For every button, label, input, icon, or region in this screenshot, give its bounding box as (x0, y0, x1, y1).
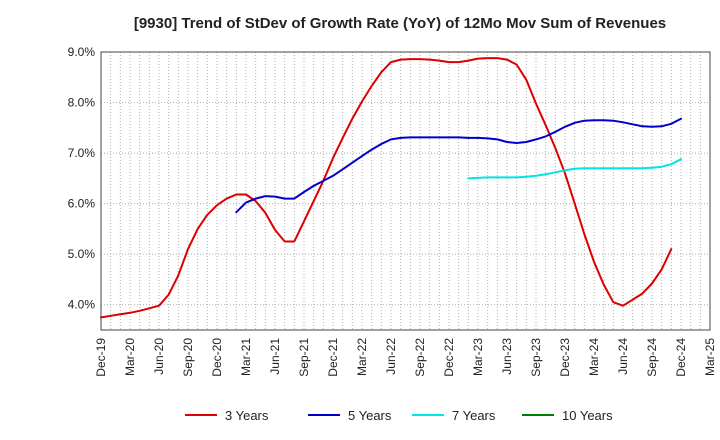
legend-5-years-label: 5 Years (348, 408, 392, 423)
x-tick-label: Mar-24 (587, 338, 601, 376)
x-tick-label: Jun-20 (152, 338, 166, 375)
series-line-3-years (100, 57, 673, 319)
x-tick-label: Sep-24 (645, 338, 659, 377)
x-axis: Dec-19 Mar-20 Jun-20 Sep-20 Dec-20 Mar-21 Jun-… (94, 338, 717, 377)
x-tick-label: Dec-22 (442, 338, 456, 377)
legend-10-years-label: 10 Years (562, 408, 613, 423)
x-tick-label: Dec-24 (674, 338, 688, 377)
y-tick-label: 6.0% (68, 197, 96, 211)
plot-area (101, 52, 710, 330)
y-axis: 4.0% 5.0% 6.0% 7.0% 8.0% 9.0% (68, 45, 96, 312)
x-tick-label: Sep-23 (529, 338, 543, 377)
x-tick-label: Jun-22 (384, 338, 398, 375)
y-tick-label: 5.0% (68, 247, 96, 261)
series-line-7-years (467, 158, 682, 180)
x-tick-label: Dec-21 (326, 338, 340, 377)
y-tick-label: 7.0% (68, 146, 96, 160)
legend-7-years-label: 7 Years (452, 408, 496, 423)
y-tick-label: 4.0% (68, 298, 96, 312)
x-tick-label: Sep-21 (297, 338, 311, 377)
x-tick-label: Mar-21 (239, 338, 253, 376)
x-tick-label: Mar-20 (123, 338, 137, 376)
y-tick-label: 8.0% (68, 96, 96, 110)
x-tick-label: Dec-19 (94, 338, 108, 377)
y-tick-label: 9.0% (68, 45, 96, 59)
x-tick-label: Dec-20 (210, 338, 224, 377)
series-lines (100, 57, 682, 319)
series-line-5-years (235, 117, 682, 214)
x-tick-label: Sep-20 (181, 338, 195, 377)
x-tick-label: Mar-22 (355, 338, 369, 376)
legend-3-years-label: 3 Years (225, 408, 269, 423)
legend: 3 Years 5 Years 7 Years 10 Years (185, 408, 613, 423)
x-tick-label: Sep-22 (413, 338, 427, 377)
chart-title: [9930] Trend of StDev of Growth Rate (Yo… (134, 15, 666, 32)
x-tick-label: Dec-23 (558, 338, 572, 377)
x-tick-label: Jun-23 (500, 338, 514, 375)
plot-frame (100, 51, 711, 331)
x-tick-label: Jun-24 (616, 338, 630, 375)
x-tick-label: Mar-23 (471, 338, 485, 376)
x-tick-label: Mar-25 (703, 338, 717, 376)
x-tick-label: Jun-21 (268, 338, 282, 375)
